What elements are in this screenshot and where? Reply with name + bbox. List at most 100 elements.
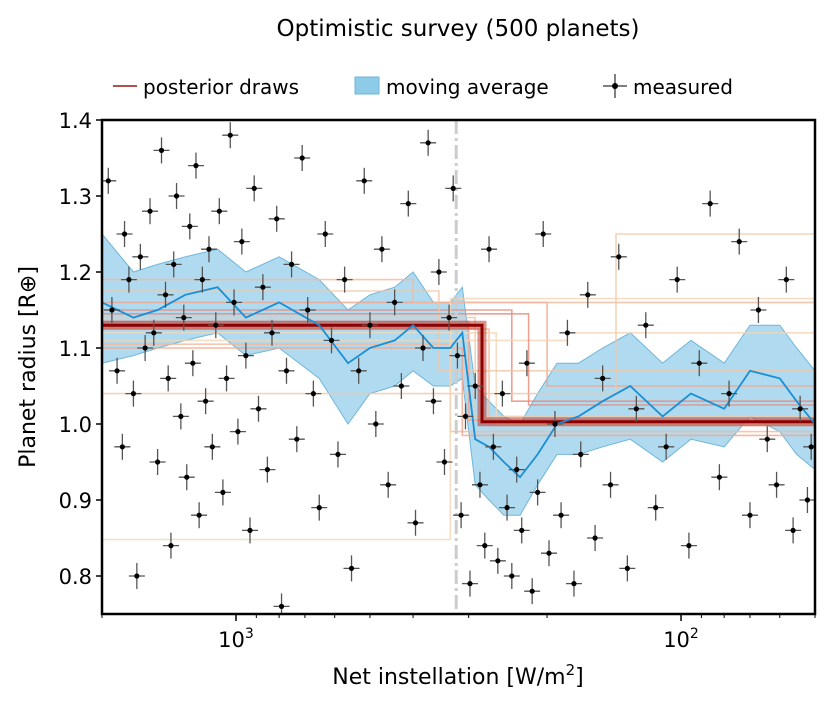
measured-dot [316, 505, 322, 511]
measured-dot [578, 451, 584, 457]
measured-dot [716, 474, 722, 480]
measured-point [481, 236, 498, 263]
measured-dot [458, 512, 464, 518]
measured-dot [552, 421, 558, 427]
measured-dot [322, 231, 328, 237]
measured-point [610, 243, 627, 270]
measured-point [513, 517, 530, 544]
measured-dot [119, 444, 125, 450]
measured-point [750, 297, 767, 323]
measured-point [273, 593, 290, 614]
posterior-draw [102, 278, 815, 304]
measured-point [785, 517, 802, 544]
measured-point [647, 494, 664, 521]
measured-dot [361, 178, 367, 184]
measured-dot [203, 398, 209, 404]
measured-point [254, 274, 271, 301]
posterior-draw [102, 297, 815, 541]
measured-dot [187, 223, 193, 229]
measured-point [669, 266, 686, 293]
measured-point [691, 350, 708, 377]
measured-point [393, 373, 410, 399]
y-tick-label: 1.2 [59, 261, 92, 285]
measured-point [137, 335, 154, 361]
measured-point [165, 251, 182, 278]
measured-dot [592, 535, 598, 541]
measured-dot [213, 322, 219, 328]
measured-dot [196, 512, 202, 518]
measured-point [191, 502, 208, 529]
measured-dot [633, 406, 639, 412]
measured-point [299, 297, 316, 323]
posterior-median [102, 323, 815, 424]
measured-dot [223, 375, 230, 381]
y-tick-label: 1.0 [59, 413, 92, 437]
measured-dot [436, 269, 442, 275]
measured-point [160, 365, 177, 392]
measured-dot [342, 277, 348, 283]
measured-point [441, 304, 458, 331]
measured-dot [736, 239, 742, 245]
measured-point [268, 205, 285, 232]
measured-point [503, 563, 520, 589]
measured-point [197, 388, 214, 415]
legend-moving-average-swatch [354, 76, 380, 95]
measured-dot [405, 201, 411, 207]
y-axis: 0.8 0.9 1.0 1.1 1.2 1.3 1.4 [59, 109, 102, 589]
measured-dot [412, 520, 419, 526]
measured-dot [462, 413, 469, 419]
measured-dot [335, 451, 341, 457]
measured-point [356, 167, 373, 194]
measured-point [175, 304, 192, 331]
measured-dot [130, 391, 137, 397]
measured-dot [707, 201, 713, 207]
measured-point [242, 517, 259, 544]
measured-point [214, 479, 231, 506]
measured-dot [425, 140, 431, 146]
measured-point [323, 327, 340, 354]
measured-dot [373, 421, 379, 427]
posterior-draw [102, 233, 815, 395]
measured-point [125, 380, 142, 407]
measured-dot [643, 322, 649, 328]
measured-point [218, 365, 235, 392]
measured-dot [430, 398, 437, 404]
measured-dot [165, 375, 171, 381]
measured-point [288, 426, 305, 453]
measured-dot [790, 527, 796, 534]
posterior-draw [102, 290, 815, 372]
measured-point [445, 175, 462, 202]
measured-point [778, 266, 795, 293]
measured-point [259, 456, 276, 483]
measured-point [109, 357, 126, 384]
posterior-draw [102, 347, 815, 437]
measured-dot [142, 345, 148, 351]
legend-measured-dot [612, 83, 618, 89]
measured-point [430, 259, 447, 285]
measured-point [803, 433, 815, 460]
measured-point [485, 433, 502, 460]
chart-title: Optimistic survey (500 planets) [277, 16, 640, 42]
measured-dot [504, 505, 510, 511]
measured-point [226, 289, 243, 316]
measured-point [386, 289, 403, 316]
measured-point [494, 380, 511, 407]
measured-dot [529, 588, 535, 594]
measured-dot [535, 489, 541, 495]
measured-point [373, 236, 390, 263]
measured-dot [199, 277, 205, 283]
measured-dot [558, 512, 564, 518]
measured-point [361, 312, 378, 339]
measured-dot [227, 132, 233, 138]
measured-dot [356, 368, 362, 374]
measured-point [565, 570, 582, 597]
measured-point [153, 137, 170, 164]
measured-dot [147, 208, 153, 214]
measured-point [178, 464, 195, 491]
measured-point [162, 532, 179, 559]
measured-dot [467, 581, 473, 587]
measured-dot [600, 375, 606, 381]
y-tick-label: 0.8 [59, 565, 92, 589]
measured-point [476, 532, 493, 559]
